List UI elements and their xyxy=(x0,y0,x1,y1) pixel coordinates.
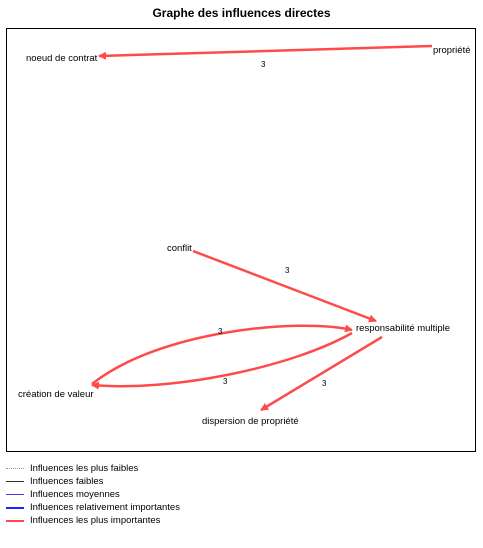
legend-label: Influences les plus importantes xyxy=(30,515,161,526)
graph-title: Graphe des influences directes xyxy=(152,6,331,20)
legend-item-relatively-important: Influences relativement importantes xyxy=(6,501,180,514)
edge-weight-label: 3 xyxy=(261,60,266,69)
edge-responsabilite-multiple-to-creation-de-valeur xyxy=(91,331,353,390)
graph-frame xyxy=(6,28,476,452)
node-responsabilite-multiple: responsabilité multiple xyxy=(356,323,450,334)
edge-weight-label: 3 xyxy=(322,379,327,388)
node-dispersion-de-propriete: dispersion de propriété xyxy=(202,416,299,427)
legend-label: Influences moyennes xyxy=(30,489,120,500)
legend-item-medium: Influences moyennes xyxy=(6,488,180,501)
edge-creation-de-valeur-to-responsabilite-multiple xyxy=(91,324,353,385)
legend-label: Influences faibles xyxy=(30,476,104,487)
edge-weight-label: 3 xyxy=(218,327,223,336)
legend-item-weakest: Influences les plus faibles xyxy=(6,462,180,475)
legend-swatch-thin-blue xyxy=(6,494,24,495)
legend-item-most-important: Influences les plus importantes xyxy=(6,514,180,527)
edge-propriete-to-noeud-de-contrat xyxy=(98,44,433,60)
edge-conflit-to-responsabilite-multiple xyxy=(192,249,377,323)
edge-weight-label: 3 xyxy=(223,377,228,386)
edge-responsabilite-multiple-to-dispersion-de-propriete xyxy=(260,335,383,412)
legend-swatch-thin-dark xyxy=(6,481,24,482)
legend-swatch-thick-blue xyxy=(6,506,24,509)
node-creation-de-valeur: création de valeur xyxy=(18,389,94,400)
node-propriete: propriété xyxy=(433,45,471,56)
legend-label: Influences les plus faibles xyxy=(30,463,139,474)
node-noeud-de-contrat: noeud de contrat xyxy=(26,53,98,64)
legend-item-weak: Influences faibles xyxy=(6,475,180,488)
legend-label: Influences relativement importantes xyxy=(30,502,180,513)
edge-weight-label: 3 xyxy=(285,266,290,275)
legend-swatch-dotted xyxy=(6,468,24,469)
legend-swatch-thick-red xyxy=(6,519,24,522)
influence-graph: 3 3 3 3 3 noeud de contrat propriété con… xyxy=(18,44,471,427)
node-conflit: conflit xyxy=(167,243,192,254)
legend: Influences les plus faibles Influences f… xyxy=(6,462,180,527)
